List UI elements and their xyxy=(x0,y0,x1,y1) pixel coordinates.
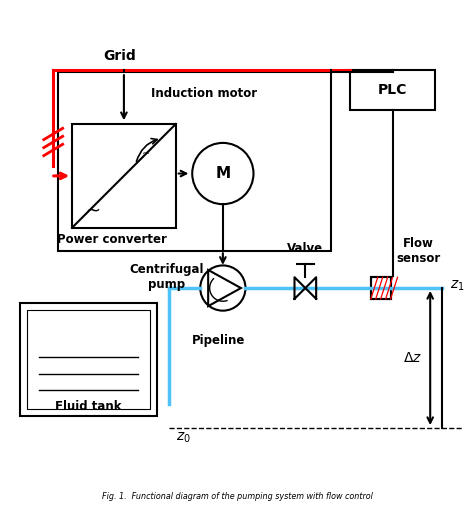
Bar xyxy=(58,72,331,251)
Text: $z_0$: $z_0$ xyxy=(176,430,191,444)
Bar xyxy=(350,70,435,110)
Bar xyxy=(27,310,150,409)
Text: $\sim$: $\sim$ xyxy=(82,200,100,218)
Text: $\sim$: $\sim$ xyxy=(139,146,151,156)
Bar xyxy=(20,303,157,416)
Text: PLC: PLC xyxy=(378,83,407,97)
Bar xyxy=(371,277,391,299)
Text: $z_1$: $z_1$ xyxy=(450,279,465,293)
Circle shape xyxy=(200,265,246,311)
Circle shape xyxy=(192,143,254,204)
Text: Grid: Grid xyxy=(103,49,136,63)
Text: Pipeline: Pipeline xyxy=(191,334,245,347)
Text: Power converter: Power converter xyxy=(57,233,167,246)
Text: Fig. 1.  Functional diagram of the pumping system with flow control: Fig. 1. Functional diagram of the pumpin… xyxy=(101,492,373,501)
Text: Induction motor: Induction motor xyxy=(151,87,257,100)
Bar xyxy=(72,124,176,228)
Text: Valve: Valve xyxy=(287,242,323,255)
Text: Centrifugal
pump: Centrifugal pump xyxy=(129,263,203,291)
Bar xyxy=(371,277,391,299)
Polygon shape xyxy=(208,270,241,306)
Text: Fluid tank: Fluid tank xyxy=(55,400,122,413)
Text: Flow
sensor: Flow sensor xyxy=(396,237,440,265)
Text: $\Delta z$: $\Delta z$ xyxy=(403,351,422,365)
Text: M: M xyxy=(215,166,230,181)
